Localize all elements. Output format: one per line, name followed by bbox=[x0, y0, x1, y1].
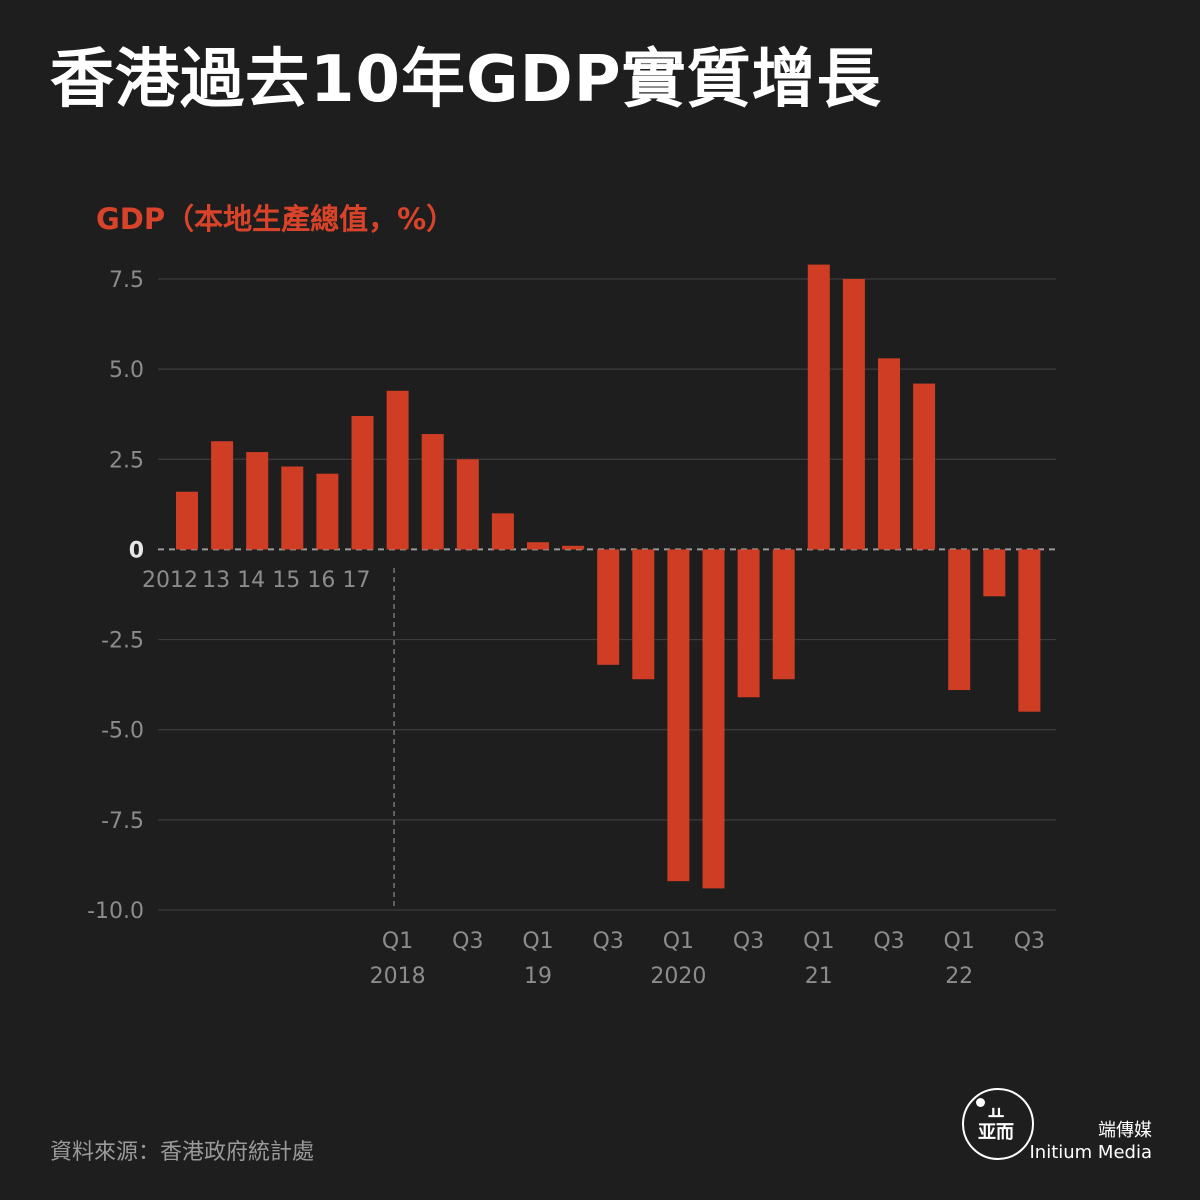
bar bbox=[281, 466, 304, 550]
x-tick-year-label: 21 bbox=[805, 964, 833, 989]
logo-dot-icon bbox=[976, 1098, 985, 1107]
y-tick-label: 2.5 bbox=[109, 448, 144, 473]
bar bbox=[948, 549, 971, 691]
x-tick-label: 13 bbox=[202, 568, 230, 593]
bar bbox=[421, 434, 444, 550]
bar bbox=[316, 473, 339, 550]
x-tick-label: 14 bbox=[237, 568, 265, 593]
y-tick-label: 0 bbox=[129, 538, 144, 563]
page-title: 香港過去10年GDP實質增長 bbox=[50, 43, 882, 117]
bar bbox=[176, 491, 198, 550]
x-tick-label: Q1 bbox=[663, 929, 694, 954]
y-tick-label: 7.5 bbox=[109, 268, 144, 293]
y-tick-label: -10.0 bbox=[87, 899, 144, 924]
bar bbox=[772, 549, 795, 680]
label-layer: 7.5 5.0 2.5 0 -2.5 -5.0 -7.5 -10.0 2012 13 14 15 16 1… bbox=[87, 268, 1045, 989]
bar bbox=[878, 358, 900, 550]
bar bbox=[597, 549, 620, 665]
bar bbox=[491, 513, 514, 550]
bar bbox=[737, 549, 760, 698]
x-tick-label: Q3 bbox=[873, 929, 904, 954]
source-note: 資料來源：香港政府統計處 bbox=[50, 1140, 315, 1165]
y-tick-label: -7.5 bbox=[101, 809, 144, 834]
x-tick-label: Q3 bbox=[1014, 929, 1045, 954]
bar bbox=[667, 549, 690, 882]
x-tick-label: Q3 bbox=[593, 929, 624, 954]
y-tick-label: 5.0 bbox=[109, 358, 144, 383]
x-tick-label: 15 bbox=[272, 568, 300, 593]
x-tick-label: Q1 bbox=[944, 929, 975, 954]
bar bbox=[702, 549, 725, 889]
bar bbox=[983, 549, 1006, 597]
bar bbox=[527, 542, 549, 550]
x-tick-label: Q3 bbox=[452, 929, 483, 954]
x-tick-year-label: 2018 bbox=[370, 964, 426, 989]
bar bbox=[1018, 549, 1041, 712]
y-tick-label: -5.0 bbox=[101, 719, 144, 744]
x-tick-label: Q1 bbox=[803, 929, 834, 954]
x-tick-label: 2012 bbox=[142, 568, 198, 593]
bar bbox=[456, 459, 479, 550]
x-tick-label: Q1 bbox=[522, 929, 553, 954]
bar-layer bbox=[176, 264, 1041, 889]
bar bbox=[211, 441, 234, 550]
x-tick-year-label: 2020 bbox=[650, 964, 706, 989]
bar bbox=[807, 264, 830, 550]
y-tick-label: -2.5 bbox=[101, 629, 144, 654]
bar bbox=[632, 549, 655, 680]
x-tick-label: 16 bbox=[307, 568, 335, 593]
bar bbox=[562, 545, 585, 550]
x-tick-label: Q3 bbox=[733, 929, 764, 954]
bar bbox=[351, 416, 374, 550]
bar bbox=[913, 383, 936, 550]
logo-name-cn: 端傳媒 bbox=[1098, 1120, 1152, 1141]
x-tick-year-label: 22 bbox=[945, 964, 973, 989]
logo-name-en: Initium Media bbox=[1029, 1142, 1152, 1163]
bar bbox=[386, 390, 409, 550]
bar bbox=[246, 452, 269, 550]
chart-subtitle: GDP（本地生產總值，%） bbox=[96, 202, 456, 236]
bar bbox=[842, 279, 865, 550]
x-tick-year-label: 19 bbox=[524, 964, 552, 989]
x-tick-label: 17 bbox=[343, 568, 371, 593]
x-tick-label: Q1 bbox=[382, 929, 413, 954]
